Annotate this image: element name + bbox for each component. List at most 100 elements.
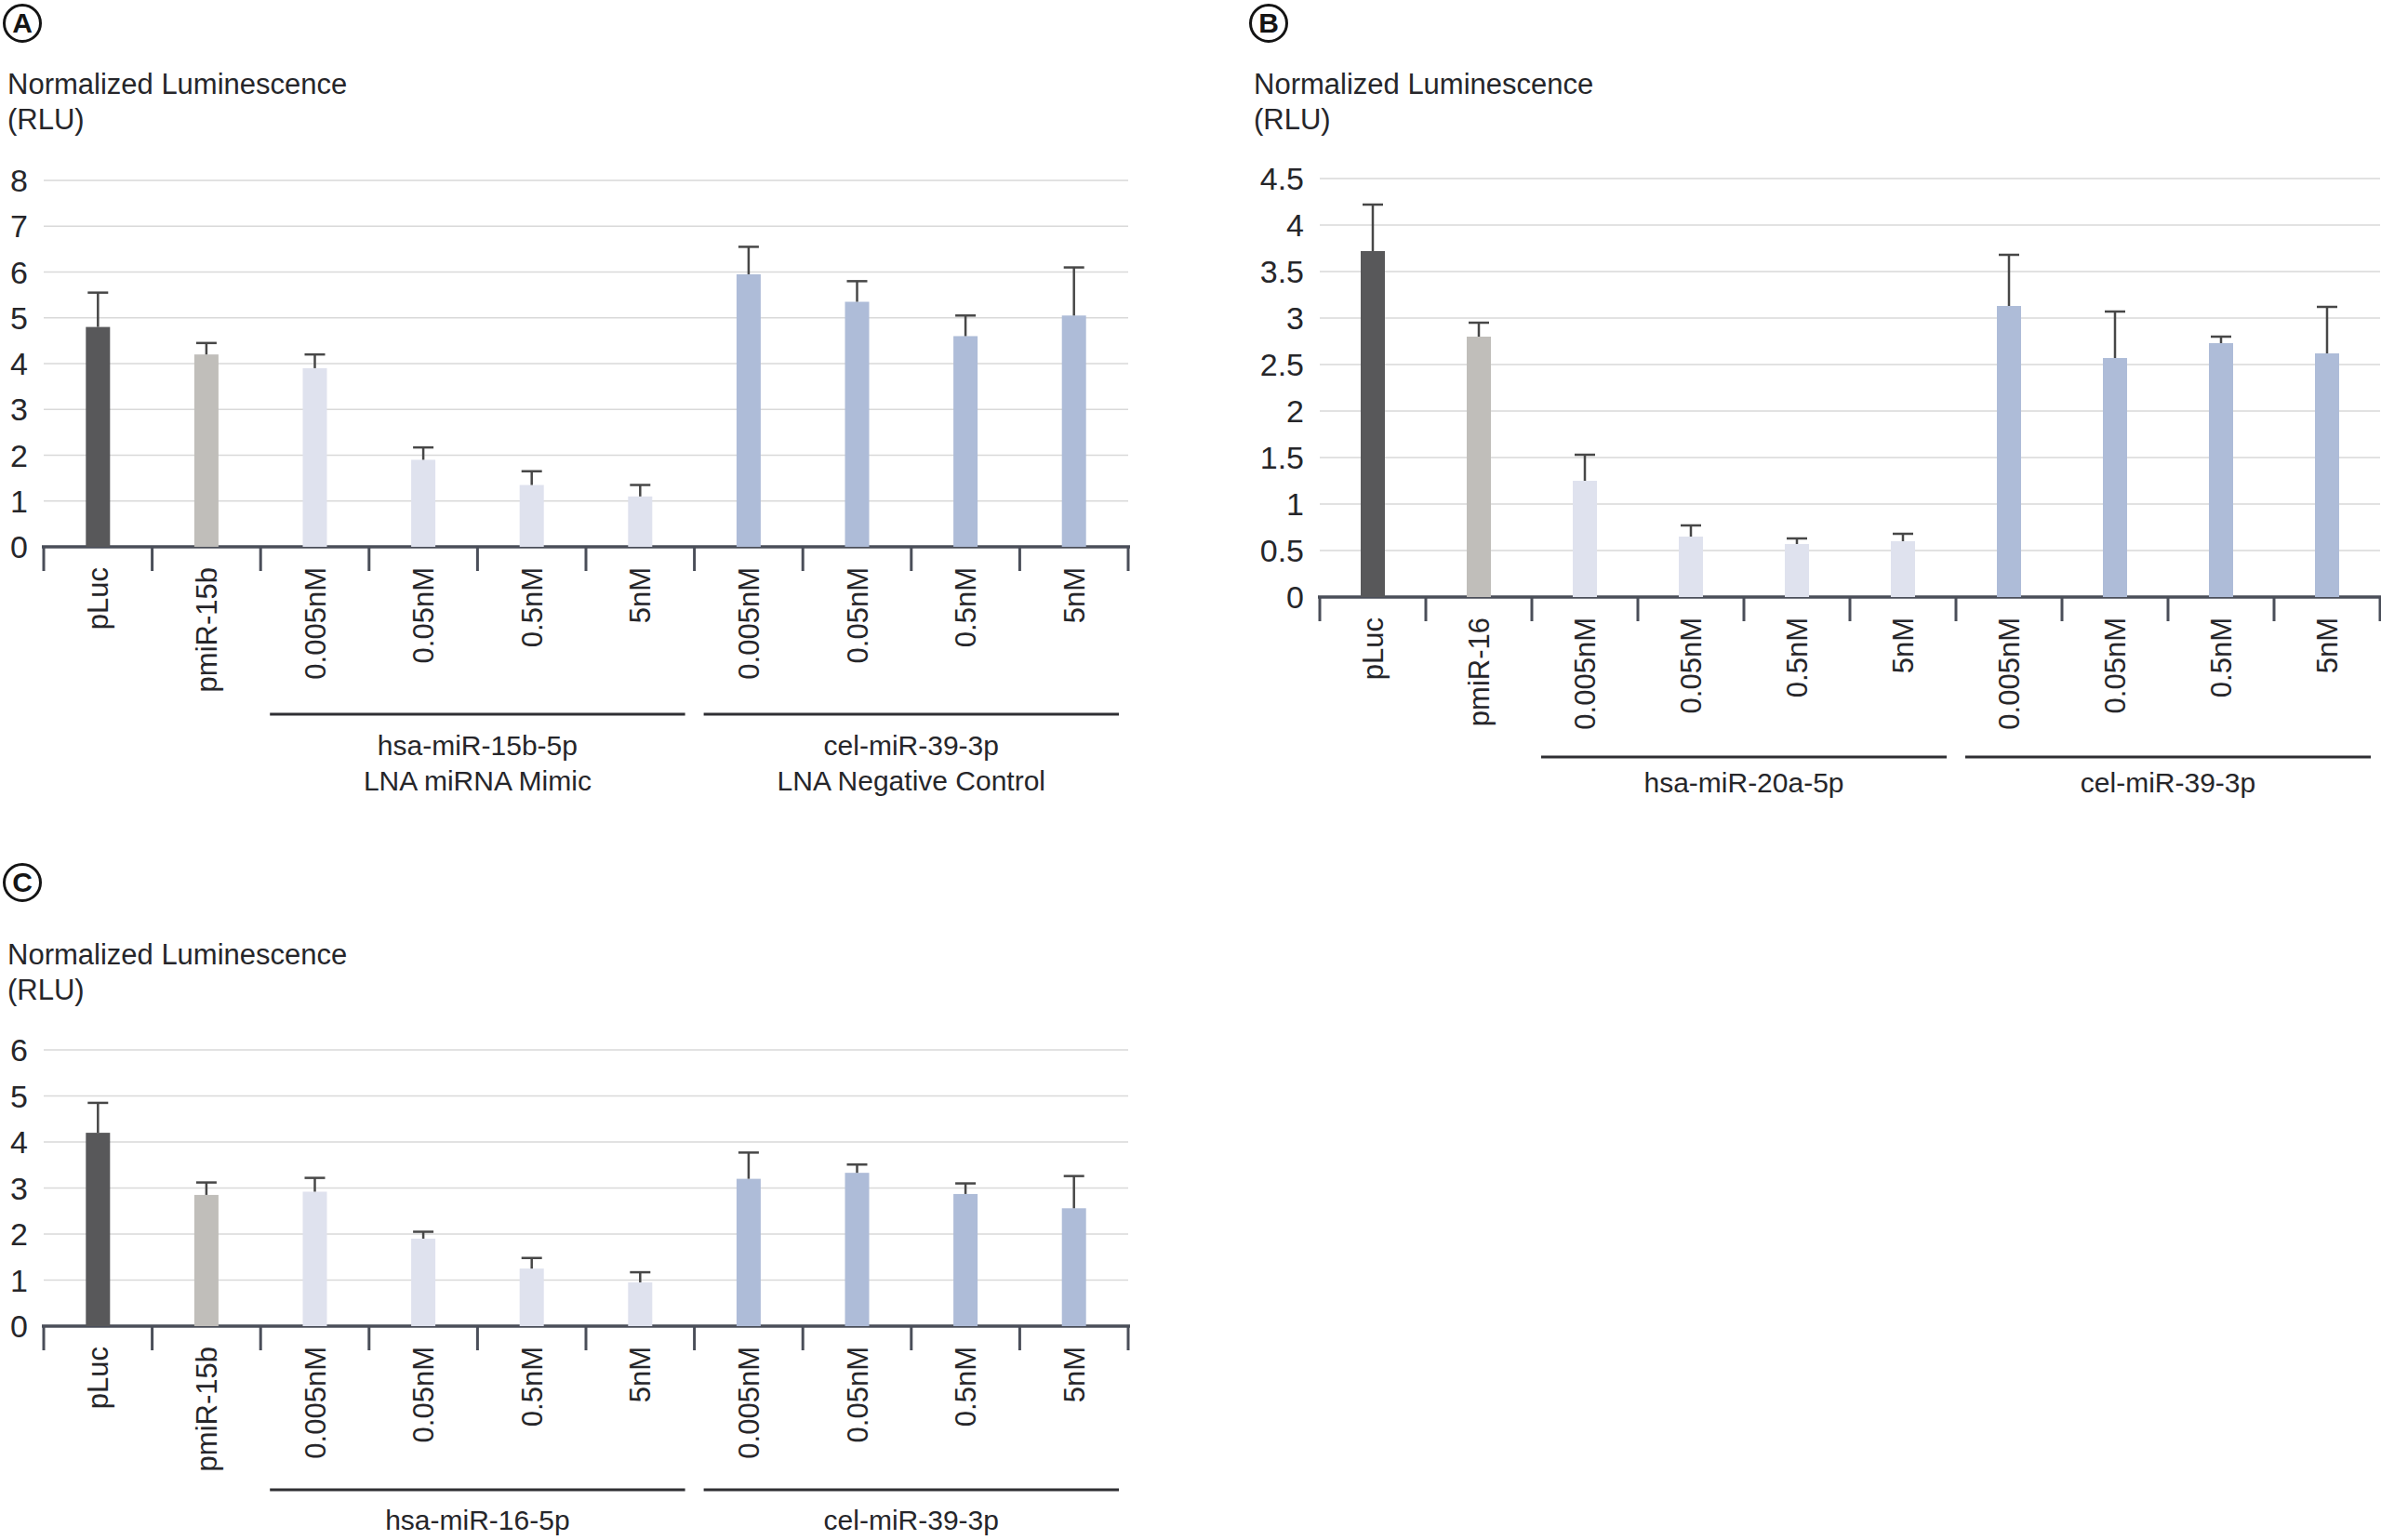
- y-tick-label: 5: [10, 1079, 28, 1114]
- x-tick-label: 0.05nM: [842, 1347, 874, 1442]
- x-tick-label: 5nM: [1058, 1347, 1091, 1402]
- y-tick-label: 1.5: [1260, 440, 1304, 475]
- x-tick-label: 0.5nM: [950, 1347, 982, 1427]
- bar-B-1-pLuc: [1361, 251, 1385, 597]
- y-tick-label: 0: [10, 1308, 28, 1344]
- group-label: hsa-miR-15b-5p: [378, 730, 578, 761]
- group-label: hsa-miR-16-5p: [385, 1505, 569, 1535]
- bar-A-8-0.05nM: [845, 302, 870, 547]
- y-tick-label: 0: [10, 529, 28, 564]
- bar-C-9-0.5nM: [953, 1194, 978, 1326]
- panel-B: B Normalized Luminescence (RLU) 00.511.5…: [1246, 0, 2381, 856]
- bar-A-5-0.5nM: [520, 485, 544, 547]
- bar-B-6-5nM: [1891, 541, 1915, 597]
- y-tick-label: 1: [1286, 486, 1304, 522]
- group-label: LNA Negative Control: [778, 765, 1046, 796]
- x-tick-label: 0.5nM: [2205, 617, 2238, 697]
- bar-B-8-0.05nM: [2103, 358, 2127, 597]
- y-tick-label: 4: [1286, 207, 1304, 243]
- bar-B-10-5nM: [2315, 353, 2339, 597]
- x-tick-label: 0.5nM: [516, 567, 549, 647]
- x-tick-label: 0.005nM: [1569, 617, 1602, 730]
- bar-B-2-pmiR-16: [1467, 337, 1491, 597]
- bar-A-6-5nM: [628, 497, 652, 547]
- y-tick-label: 7: [10, 208, 28, 244]
- panel-C: C Normalized Luminescence (RLU) 0123456p…: [0, 856, 1218, 1540]
- x-tick-label: 0.5nM: [1781, 617, 1814, 697]
- bar-A-2-pmiR-15b: [194, 354, 219, 547]
- x-tick-label: 0.005nM: [733, 567, 765, 680]
- bar-C-5-0.5nM: [520, 1268, 544, 1326]
- bar-A-9-0.5nM: [953, 336, 978, 547]
- bar-C-8-0.05nM: [845, 1173, 870, 1326]
- bar-B-5-0.5nM: [1785, 544, 1809, 597]
- bar-C-10-5nM: [1062, 1208, 1086, 1326]
- x-tick-label: 0.05nM: [2099, 617, 2132, 713]
- group-label: LNA miRNA Mimic: [364, 765, 592, 796]
- y-tick-label: 1: [10, 1263, 28, 1298]
- x-tick-label: 0.005nM: [733, 1347, 765, 1459]
- panel-A: A Normalized Luminescence (RLU) 01234567…: [0, 0, 1218, 856]
- bar-chart-B: 00.511.522.533.544.5pLucpmiR-160.005nM0.…: [1246, 0, 2381, 856]
- y-tick-label: 0.5: [1260, 533, 1304, 568]
- bar-B-7-0.005nM: [1997, 306, 2021, 597]
- bar-C-6-5nM: [628, 1282, 652, 1326]
- figure-luciferase-assays: A Normalized Luminescence (RLU) 01234567…: [0, 0, 2381, 1540]
- y-tick-label: 1: [10, 484, 28, 519]
- y-tick-label: 5: [10, 300, 28, 336]
- bar-A-10-5nM: [1062, 315, 1086, 547]
- y-tick-label: 8: [10, 163, 28, 198]
- bar-A-3-0.005nM: [303, 368, 327, 547]
- y-tick-label: 2.5: [1260, 347, 1304, 382]
- x-tick-label: pLuc: [82, 567, 114, 630]
- bar-chart-A: 0 1 2 3 4 5 6 7 8 pLuc pmiR-15b 0.005nM 0.05nM 0.5nM 5…: [0, 0, 1218, 856]
- bar-C-1-pLuc: [86, 1133, 110, 1326]
- bar-C-2-pmiR-15b: [194, 1195, 219, 1326]
- x-tick-label: 5nM: [1058, 567, 1091, 623]
- x-tick-label: pmiR-16: [1463, 617, 1496, 726]
- y-tick-label: 3: [10, 1171, 28, 1206]
- group-label: cel-miR-39-3p: [824, 1505, 999, 1535]
- x-tick-label: pLuc: [82, 1347, 114, 1409]
- y-tick-label: 2: [10, 438, 28, 473]
- x-tick-label: 0.5nM: [516, 1347, 549, 1427]
- y-tick-label: 6: [10, 255, 28, 290]
- x-tick-label: 0.05nM: [1675, 617, 1708, 713]
- x-tick-label: 0.005nM: [299, 1347, 332, 1459]
- x-tick-label: 0.05nM: [407, 1347, 440, 1442]
- y-tick-label: 3: [10, 392, 28, 427]
- bar-B-4-0.05nM: [1679, 537, 1703, 597]
- x-tick-label: 0.05nM: [407, 567, 440, 663]
- y-tick-label: 6: [10, 1032, 28, 1068]
- x-tick-label: 0.005nM: [299, 567, 332, 680]
- x-tick-label: 0.005nM: [1993, 617, 2026, 730]
- x-tick-label: 5nM: [2311, 617, 2344, 673]
- x-tick-label: 5nM: [624, 567, 657, 623]
- bar-B-9-0.5nM: [2209, 343, 2233, 597]
- x-tick-label: 5nM: [1887, 617, 1920, 673]
- y-tick-label: 4: [10, 346, 28, 381]
- x-tick-label: 0.5nM: [950, 567, 982, 647]
- y-tick-label: 2: [10, 1216, 28, 1252]
- y-tick-label: 3: [1286, 300, 1304, 336]
- group-label: hsa-miR-20a-5p: [1643, 767, 1843, 798]
- x-tick-label: 5nM: [624, 1347, 657, 1402]
- bar-A-1-pLuc: [86, 327, 110, 547]
- y-tick-label: 4: [10, 1124, 28, 1160]
- y-tick-label: 3.5: [1260, 254, 1304, 289]
- bar-C-7-0.005nM: [737, 1179, 761, 1326]
- x-tick-label: pmiR-15b: [191, 567, 223, 692]
- y-tick-label: 4.5: [1260, 161, 1304, 196]
- bar-A-4-0.05nM: [411, 459, 435, 547]
- x-tick-label: 0.05nM: [842, 567, 874, 663]
- bar-C-3-0.005nM: [303, 1191, 327, 1326]
- y-tick-label: 0: [1286, 579, 1304, 615]
- bar-B-3-0.005nM: [1573, 481, 1597, 597]
- x-tick-label: pmiR-15b: [191, 1347, 223, 1471]
- bar-chart-C: 0 1 2 3 4 5 6 pLuc pmiR-15b 0.005nM 0.05nM 0.5nM 5nM…: [0, 856, 1218, 1540]
- bar-C-4-0.05nM: [411, 1239, 435, 1326]
- group-label: cel-miR-39-3p: [2081, 767, 2255, 798]
- bar-A-7-0.005nM: [737, 274, 761, 547]
- group-label: cel-miR-39-3p: [824, 730, 999, 761]
- x-tick-label: pLuc: [1357, 617, 1390, 680]
